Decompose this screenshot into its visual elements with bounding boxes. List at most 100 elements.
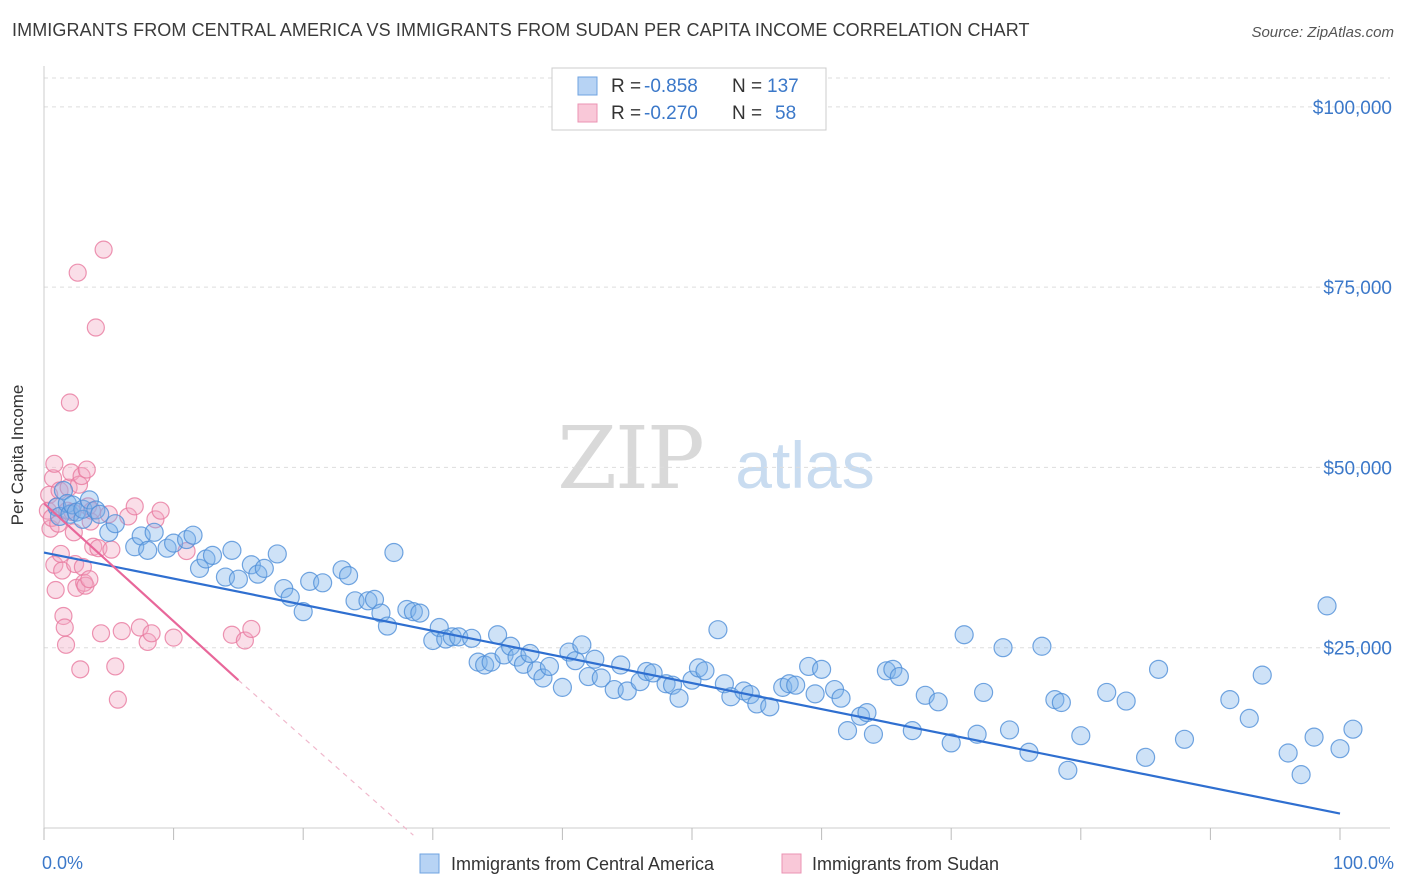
- source-note: Source: ZipAtlas.com: [1251, 24, 1394, 41]
- central-america-point: [338, 565, 359, 586]
- sudan-point: [151, 501, 170, 520]
- sudan-point: [94, 240, 113, 259]
- legend-r-label-2: R =: [611, 103, 641, 124]
- central-america-point: [572, 635, 592, 655]
- sudan-point: [77, 460, 96, 479]
- sudan-trend-extension: [238, 679, 414, 836]
- y-tick-label: $100,000: [1313, 98, 1392, 119]
- central-america-point: [403, 602, 423, 622]
- watermark-atlas: atlas: [735, 428, 874, 502]
- sudan-point: [45, 454, 64, 473]
- y-tick-label: $50,000: [1323, 458, 1392, 479]
- sudan-points: [38, 240, 261, 709]
- sudan-point: [80, 570, 99, 589]
- central-america-point: [1051, 692, 1071, 713]
- central-america-point: [228, 569, 248, 589]
- central-america-point: [1278, 743, 1298, 763]
- sudan-point: [54, 606, 73, 626]
- legend-r-value-1: -0.858: [644, 76, 698, 97]
- sudan-point: [102, 540, 121, 559]
- sudan-point: [86, 318, 105, 337]
- central-america-point: [805, 684, 825, 704]
- y-tick-label: $25,000: [1323, 639, 1392, 660]
- central-america-point: [222, 540, 242, 560]
- sudan-point: [112, 622, 131, 641]
- central-america-point: [1330, 739, 1350, 759]
- central-america-point: [837, 721, 858, 741]
- legend-swatch-blue: [577, 76, 598, 96]
- sudan-point: [71, 660, 90, 679]
- central-america-point: [708, 620, 728, 640]
- central-america-trend-line: [43, 551, 1341, 815]
- legend-r-value-2: -0.270: [644, 103, 698, 124]
- central-america-point: [144, 522, 164, 542]
- central-america-point: [520, 643, 540, 664]
- central-america-point: [1239, 708, 1259, 728]
- sudan-point: [235, 631, 254, 650]
- sudan-point: [60, 393, 80, 412]
- central-america-point: [1291, 765, 1311, 785]
- central-america-point: [384, 542, 404, 563]
- legend-n-value-1: 137: [767, 76, 799, 97]
- sudan-point: [164, 628, 183, 647]
- central-america-point: [695, 661, 715, 681]
- central-america-points: [47, 480, 1363, 785]
- central-america-point: [902, 721, 922, 741]
- central-america-point: [552, 677, 573, 697]
- central-america-point: [1343, 719, 1363, 739]
- legend-n-value-2: 58: [775, 103, 796, 124]
- sudan-point: [89, 539, 108, 558]
- central-america-point: [1174, 729, 1195, 749]
- central-america-point: [611, 655, 631, 675]
- central-america-point: [863, 724, 884, 744]
- central-america-point: [1220, 690, 1240, 710]
- sudan-point: [125, 497, 144, 516]
- central-america-point: [105, 514, 125, 534]
- sudan-point: [106, 657, 125, 676]
- central-america-point: [1116, 691, 1136, 711]
- central-america-point: [1071, 726, 1091, 746]
- central-america-point: [1148, 659, 1169, 679]
- central-america-point: [954, 625, 974, 645]
- y-tick-label: $75,000: [1323, 278, 1392, 299]
- central-america-point: [973, 682, 994, 703]
- x-tick-label: 100.0%: [1333, 853, 1394, 873]
- central-america-point: [189, 558, 210, 578]
- central-america-point: [293, 602, 313, 622]
- central-america-point: [669, 688, 689, 708]
- bottom-legend-label-2: Immigrants from Sudan: [812, 854, 999, 874]
- sudan-point: [138, 632, 157, 652]
- central-america-point: [786, 675, 806, 695]
- sudan-point: [108, 690, 127, 709]
- central-america-point: [539, 656, 560, 677]
- central-america-point: [617, 681, 637, 701]
- central-america-point: [1097, 682, 1117, 703]
- chart-title: IMMIGRANTS FROM CENTRAL AMERICA VS IMMIG…: [12, 20, 1030, 40]
- axes: [43, 66, 1390, 840]
- central-america-point: [254, 558, 274, 578]
- central-america-point: [1135, 747, 1156, 767]
- central-america-point: [267, 544, 287, 564]
- stats-legend: R = -0.858 N = 137 R = -0.270 N = 58: [551, 67, 827, 131]
- bottom-legend-swatch-blue: [419, 853, 440, 874]
- central-america-point: [1058, 760, 1078, 780]
- central-america-point: [1252, 665, 1272, 685]
- bottom-legend-swatch-pink: [781, 853, 802, 874]
- central-america-point: [831, 688, 851, 708]
- watermark-zip: ZIP: [557, 409, 703, 509]
- central-america-point: [90, 504, 110, 524]
- trend-lines: [43, 502, 1341, 836]
- central-america-point: [410, 603, 430, 623]
- bottom-legend-label-1: Immigrants from Central America: [451, 854, 715, 874]
- sudan-point: [56, 635, 76, 654]
- central-america-point: [202, 545, 223, 566]
- legend-r-label-1: R =: [611, 76, 641, 97]
- sudan-point: [46, 580, 65, 600]
- central-america-point: [533, 668, 553, 688]
- sudan-trend-line: [43, 502, 240, 681]
- central-america-point: [883, 659, 903, 679]
- central-america-point: [889, 666, 909, 687]
- sudan-point: [91, 624, 111, 643]
- central-america-point: [811, 659, 832, 679]
